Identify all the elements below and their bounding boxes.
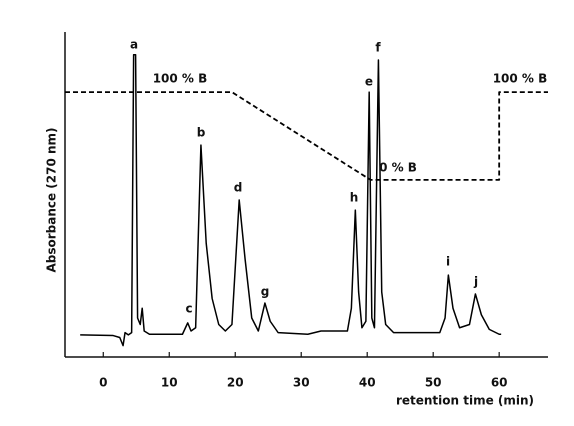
annotation: f [375,41,381,55]
x-axis-label: retention time (min) [396,394,534,408]
annotation: e [365,75,373,89]
series-line [80,54,502,347]
x-tick-label: 40 [359,376,376,390]
annotation: c [185,302,192,316]
annotation: i [446,255,450,269]
x-tick-label: 10 [161,376,178,390]
annotation: 100 % B [153,72,208,86]
annotation: g [261,285,270,299]
annotation: 0 % B [379,161,417,175]
annotation: j [473,275,478,289]
annotation: b [197,126,206,140]
annotation: d [234,181,243,195]
x-tick-label: 20 [227,376,244,390]
annotation: a [130,38,138,52]
x-tick-label: 60 [491,376,508,390]
x-tick-label: 0 [99,376,107,390]
annotation: 100 % B [493,72,548,86]
annotation: h [350,191,359,205]
x-tick-label: 30 [293,376,310,390]
series-line [65,91,548,181]
y-axis-label: Absorbance (270 nm) [45,127,59,272]
x-tick-label: 50 [425,376,442,390]
